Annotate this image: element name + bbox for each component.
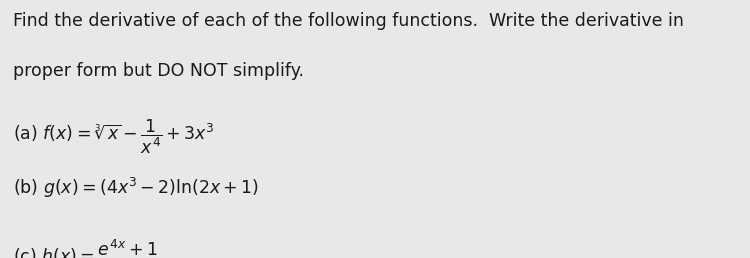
Text: Find the derivative of each of the following functions.  Write the derivative in: Find the derivative of each of the follo… (13, 12, 684, 30)
Text: (c) $h(x) = \dfrac{e^{4x}+1}{x^3-1}$: (c) $h(x) = \dfrac{e^{4x}+1}{x^3-1}$ (13, 237, 160, 258)
Text: (b) $g(x) = (4x^3 - 2)\ln(2x + 1)$: (b) $g(x) = (4x^3 - 2)\ln(2x + 1)$ (13, 175, 259, 199)
Text: (a) $f(x) = \sqrt[3]{x} - \dfrac{1}{x^4} + 3x^3$: (a) $f(x) = \sqrt[3]{x} - \dfrac{1}{x^4}… (13, 117, 215, 156)
Text: proper form but DO NOT simplify.: proper form but DO NOT simplify. (13, 62, 304, 80)
